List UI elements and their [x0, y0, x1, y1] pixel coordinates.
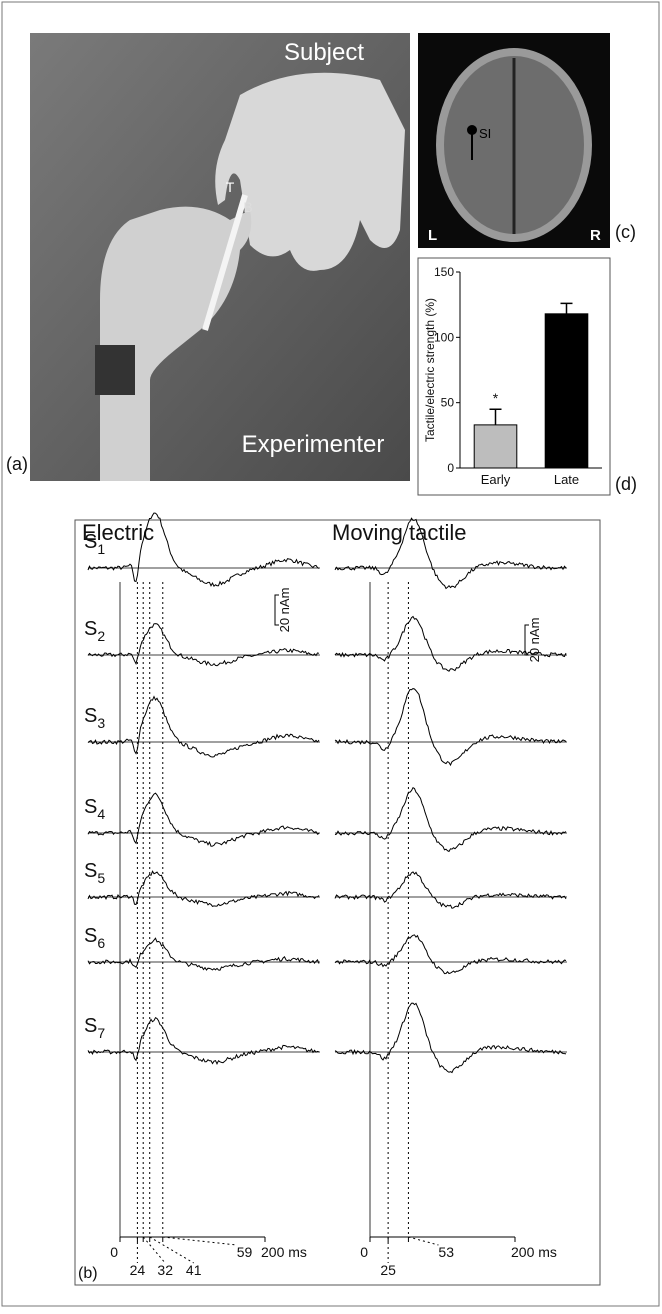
x-tick-label: 200 ms	[511, 1244, 557, 1260]
trace	[334, 615, 567, 672]
column-title: Electric	[82, 520, 154, 545]
panel-box	[417, 257, 611, 496]
panel-label: (a)	[6, 454, 28, 474]
subject-label: S3	[84, 705, 105, 731]
subject-index: 1	[97, 541, 105, 557]
subject-letter: S	[84, 1015, 97, 1037]
x-tick-label: 59	[237, 1244, 253, 1260]
marker-lead	[142, 1236, 166, 1264]
marker-lead	[162, 1236, 237, 1246]
y-axis-label: Tactile/electric strength (%)	[423, 298, 437, 442]
trace	[87, 792, 320, 847]
subject-label: S5	[84, 860, 105, 886]
experimenter-label: Experimenter	[242, 431, 385, 458]
x-tick-label: 0	[110, 1244, 118, 1260]
y-tick-label: 0	[447, 461, 454, 475]
subject-letter: S	[84, 796, 97, 818]
subject-letter: S	[84, 705, 97, 727]
x-tick-label: 53	[438, 1244, 454, 1260]
subject-index: 4	[97, 806, 105, 822]
trace	[334, 934, 567, 975]
trace	[87, 623, 320, 667]
scale-bar	[274, 594, 279, 626]
marker-lead	[408, 1236, 439, 1246]
subject-index: 2	[97, 628, 105, 644]
subject-letter: S	[84, 860, 97, 882]
subject-index: 6	[97, 935, 105, 951]
subject-letter: S	[84, 925, 97, 947]
error-bar	[489, 408, 502, 425]
trace	[87, 870, 320, 907]
bar	[544, 313, 589, 469]
x-tick-label: 25	[380, 1262, 396, 1278]
x-tick-label: 41	[186, 1262, 202, 1278]
subject-label: S7	[84, 1015, 105, 1041]
right-label: R	[590, 227, 601, 244]
subject-index: 3	[97, 715, 105, 731]
trace	[87, 695, 320, 758]
b-label: B	[243, 199, 252, 215]
trace	[334, 1002, 567, 1074]
x-tick-label: 32	[157, 1262, 173, 1278]
panel-label: (d)	[615, 474, 637, 494]
x-tick-label: 0	[360, 1244, 368, 1260]
subject-index: 7	[97, 1025, 105, 1041]
panel-box	[74, 519, 601, 1286]
scale-label: 20 nAm	[277, 588, 292, 633]
category-label: Early	[481, 472, 511, 487]
y-tick-label: 100	[434, 330, 454, 344]
subject-label: Subject	[284, 39, 364, 66]
trace	[334, 871, 567, 909]
trace	[87, 512, 320, 588]
column-title: Moving tactile	[332, 520, 467, 545]
trace	[334, 517, 567, 590]
error-bar	[560, 302, 573, 314]
x-tick-label: 200 ms	[261, 1244, 307, 1260]
subject-letter: S	[84, 531, 97, 553]
subject-index: 5	[97, 870, 105, 886]
trace	[87, 937, 320, 971]
y-tick-label: 150	[434, 265, 454, 279]
annotation: *	[493, 390, 499, 406]
trace	[334, 688, 567, 767]
y-tick-label: 50	[441, 396, 455, 410]
marker-lead	[149, 1236, 194, 1264]
subject-label: S1	[84, 531, 105, 557]
subject-label: S6	[84, 925, 105, 951]
t-label: T	[226, 179, 235, 195]
subject-letter: S	[84, 618, 97, 640]
x-tick-label: 24	[130, 1262, 146, 1278]
subject-label: S2	[84, 618, 105, 644]
panel-label: (c)	[615, 222, 636, 242]
subject-label: S4	[84, 796, 105, 822]
category-label: Late	[554, 472, 579, 487]
photo	[30, 33, 410, 481]
area-label: SI	[479, 126, 491, 141]
bar	[473, 424, 518, 469]
mri	[418, 33, 610, 248]
scale-label: 20 nAm	[527, 618, 542, 663]
left-label: L	[428, 227, 437, 244]
trace	[87, 1017, 320, 1065]
panel-label: (b)	[78, 1265, 98, 1282]
trace	[334, 787, 567, 853]
